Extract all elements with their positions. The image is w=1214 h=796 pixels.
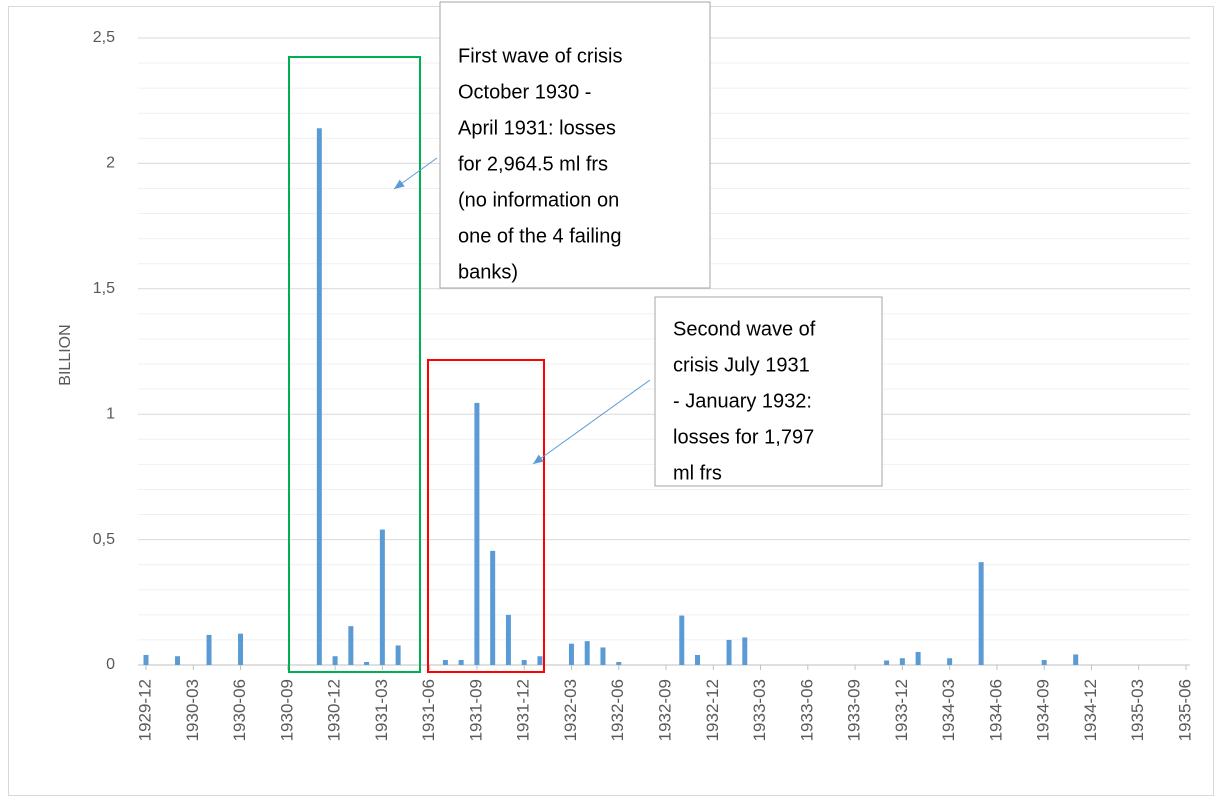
annotation-arrow [532,379,651,465]
y-tick-label: 2,5 [93,29,115,46]
annotation-text: losses for 1,797 [673,426,814,448]
arrow-head [533,454,544,464]
bar [238,633,244,665]
annotation-text: for 2,964.5 ml frs [458,153,608,175]
x-tick-label: 1930-09 [277,679,296,741]
y-tick-label: 0,5 [93,531,115,548]
x-tick-label: 1934-12 [1081,679,1100,741]
annotation-text: ml frs [673,462,722,484]
x-tick-label: 1934-09 [1034,679,1053,741]
bar [899,658,905,665]
annotation-text: April 1931: losses [458,117,616,139]
bar [316,128,322,666]
bar [490,550,496,665]
annotation-text: Second wave of [673,318,816,340]
bar [206,634,212,665]
x-tick-label: 1934-03 [939,679,958,741]
annotation-text: First wave of crisis [458,45,622,67]
x-tick-label: 1930-03 [183,679,202,741]
x-tick-label: 1931-12 [514,679,533,741]
x-tick-label: 1934-06 [986,679,1005,741]
y-axis-label: BILLION [57,324,74,385]
arrow-head [394,179,405,189]
bar [1041,659,1047,665]
bar [742,637,748,665]
bar [364,661,370,665]
bar [947,658,953,665]
x-tick-label: 1931-06 [419,679,438,741]
bar [726,639,732,665]
bar [915,651,921,665]
x-tick-label: 1931-03 [372,679,391,741]
x-tick-label: 1931-09 [466,679,485,741]
annotation-box [439,1,711,289]
bar [1073,654,1079,665]
x-tick-label: 1933-09 [845,679,864,741]
bar [474,402,480,665]
bar [332,656,338,665]
bar [616,661,622,665]
bar [143,654,149,665]
x-tick-label: 1929-12 [135,679,154,741]
annotation-text: October 1930 - [458,81,591,103]
bar [442,659,448,665]
bar [537,656,543,665]
annotation-text: crisis July 1931 [673,354,810,376]
x-tick-label: 1935-06 [1175,679,1194,741]
bar [505,614,511,665]
bar [379,529,385,665]
x-tick-label: 1932-09 [655,679,674,741]
bar [395,645,401,665]
bar [600,647,606,665]
annotation-text: - January 1932: [673,390,812,412]
bar [884,660,890,665]
x-tick-label: 1932-03 [561,679,580,741]
bar [175,656,181,665]
x-tick-label: 1933-06 [797,679,816,741]
x-tick-label: 1933-12 [892,679,911,741]
annotation-text: (no information on [458,189,619,211]
bar [348,626,354,665]
x-tick-label: 1935-03 [1128,679,1147,741]
bar [978,562,984,665]
highlight-box [288,56,421,673]
y-tick-label: 0 [106,656,115,673]
x-tick-label: 1932-06 [608,679,627,741]
bar [679,615,685,665]
bar [458,659,464,665]
bar [584,641,590,665]
bar [568,643,574,665]
y-tick-label: 2 [106,155,115,172]
x-tick-label: 1933-03 [750,679,769,741]
x-tick-label: 1932-12 [703,679,722,741]
highlight-box [427,359,545,673]
y-tick-label: 1,5 [93,280,115,297]
x-tick-label: 1930-12 [325,679,344,741]
annotation-box [654,296,883,487]
x-tick-label: 1930-06 [230,679,249,741]
bar [695,654,701,665]
bar [521,659,527,665]
annotation-text: banks) [458,261,518,283]
y-tick-label: 1 [106,405,115,422]
annotation-text: one of the 4 failing [458,225,621,247]
